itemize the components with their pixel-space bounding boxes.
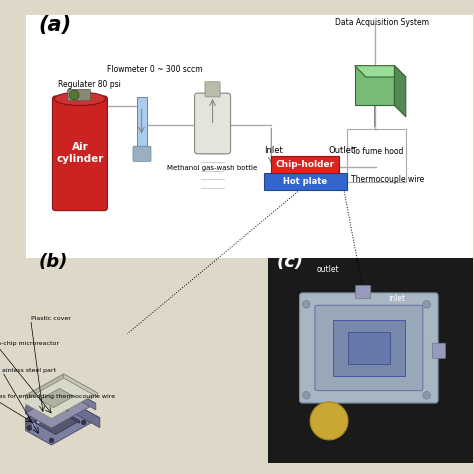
Text: Flowmeter 0 ~ 300 sccm: Flowmeter 0 ~ 300 sccm bbox=[108, 65, 203, 74]
Text: Data Acquisition System: Data Acquisition System bbox=[335, 18, 429, 27]
FancyBboxPatch shape bbox=[333, 319, 405, 376]
Bar bbox=[347, 129, 406, 182]
Polygon shape bbox=[19, 385, 64, 417]
Circle shape bbox=[27, 426, 32, 430]
Circle shape bbox=[423, 392, 430, 399]
FancyBboxPatch shape bbox=[356, 285, 371, 299]
Circle shape bbox=[302, 301, 310, 308]
Circle shape bbox=[70, 90, 79, 100]
Ellipse shape bbox=[55, 92, 106, 105]
Polygon shape bbox=[18, 374, 98, 419]
Text: Methanol gas-wash bottle: Methanol gas-wash bottle bbox=[167, 165, 258, 171]
Polygon shape bbox=[19, 385, 96, 428]
Text: Chip-holder: Chip-holder bbox=[276, 160, 335, 169]
Text: Plastic cover: Plastic cover bbox=[31, 316, 71, 320]
Bar bbox=[26, 258, 267, 463]
Polygon shape bbox=[64, 374, 98, 397]
FancyBboxPatch shape bbox=[68, 89, 91, 100]
Circle shape bbox=[82, 420, 86, 425]
Text: Air
cylinder: Air cylinder bbox=[56, 143, 104, 164]
FancyBboxPatch shape bbox=[194, 93, 230, 154]
Text: outlet: outlet bbox=[317, 265, 339, 274]
Text: oles for embedding thermocouple wire: oles for embedding thermocouple wire bbox=[0, 394, 115, 399]
Polygon shape bbox=[39, 389, 73, 408]
Text: Regulater 80 psi: Regulater 80 psi bbox=[58, 81, 121, 90]
Circle shape bbox=[423, 301, 430, 308]
Polygon shape bbox=[15, 398, 100, 445]
Polygon shape bbox=[33, 409, 80, 434]
Text: Outlet: Outlet bbox=[328, 146, 355, 155]
Text: ainless steel part: ainless steel part bbox=[2, 368, 56, 373]
Text: Hot plate: Hot plate bbox=[283, 177, 328, 186]
Bar bbox=[268, 258, 473, 463]
Polygon shape bbox=[64, 398, 100, 428]
Polygon shape bbox=[57, 402, 68, 411]
Text: Thermocouple wire: Thermocouple wire bbox=[351, 175, 424, 184]
FancyBboxPatch shape bbox=[271, 155, 339, 173]
FancyBboxPatch shape bbox=[53, 96, 108, 210]
FancyBboxPatch shape bbox=[432, 343, 446, 358]
Circle shape bbox=[310, 402, 348, 440]
FancyBboxPatch shape bbox=[315, 305, 423, 391]
Polygon shape bbox=[33, 409, 57, 424]
Polygon shape bbox=[18, 374, 64, 404]
FancyBboxPatch shape bbox=[264, 173, 347, 190]
Text: (b): (b) bbox=[38, 254, 68, 272]
Polygon shape bbox=[64, 385, 96, 410]
Text: Inlet: Inlet bbox=[264, 146, 283, 155]
FancyBboxPatch shape bbox=[300, 293, 438, 403]
FancyBboxPatch shape bbox=[137, 97, 147, 146]
Bar bbox=[355, 66, 394, 105]
Circle shape bbox=[302, 392, 310, 399]
Text: (a): (a) bbox=[38, 15, 72, 35]
Text: (c): (c) bbox=[277, 254, 304, 272]
FancyBboxPatch shape bbox=[348, 332, 390, 364]
Circle shape bbox=[59, 408, 64, 412]
Bar bbox=[26, 15, 473, 258]
Text: inlet: inlet bbox=[388, 293, 405, 302]
Polygon shape bbox=[57, 409, 80, 423]
FancyBboxPatch shape bbox=[205, 82, 220, 97]
Text: n-chip microreactor: n-chip microreactor bbox=[0, 341, 59, 346]
Polygon shape bbox=[394, 66, 406, 117]
Polygon shape bbox=[46, 402, 68, 414]
Polygon shape bbox=[15, 398, 64, 434]
Polygon shape bbox=[46, 402, 57, 412]
Text: To fume hood: To fume hood bbox=[352, 147, 403, 156]
Polygon shape bbox=[355, 66, 406, 77]
Circle shape bbox=[49, 438, 54, 443]
FancyBboxPatch shape bbox=[133, 146, 151, 161]
